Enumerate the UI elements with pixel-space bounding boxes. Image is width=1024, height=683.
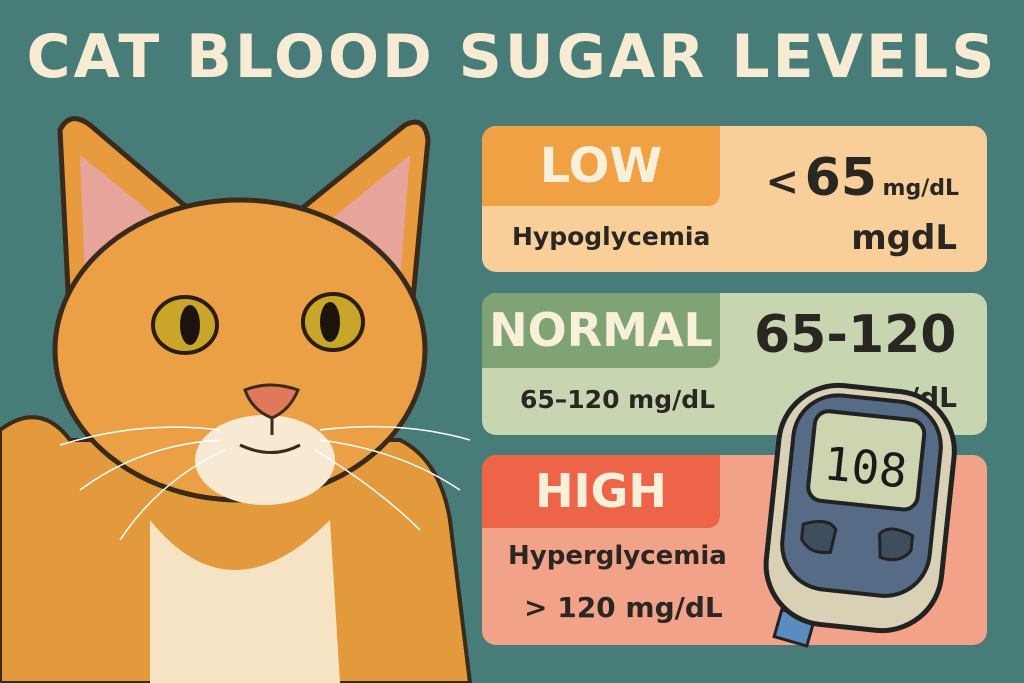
high-condition: Hyperglycemia bbox=[508, 541, 727, 571]
cat-whiskers bbox=[59, 425, 471, 541]
low-condition: Hypoglycemia bbox=[512, 222, 711, 251]
page-title: CAT BLOOD SUGAR LEVELS bbox=[26, 22, 998, 92]
low-extra-unit: mgdL bbox=[851, 218, 957, 258]
meter-left-button bbox=[800, 519, 838, 555]
low-panel: LOW Hypoglycemia < 65 mg/dL mgdL bbox=[482, 126, 987, 272]
low-label: LOW bbox=[482, 126, 720, 206]
low-value-op: < bbox=[765, 159, 799, 205]
low-value-unit: mg/dL bbox=[882, 176, 959, 201]
cat-illustration bbox=[0, 116, 473, 683]
cat-eyes bbox=[151, 292, 365, 355]
low-value: < 65 mg/dL bbox=[765, 148, 959, 208]
normal-range-big: 65-120 bbox=[754, 305, 957, 365]
meter-reading: 108 bbox=[821, 436, 909, 498]
low-value-num: 65 bbox=[804, 148, 877, 208]
normal-label: NORMAL bbox=[482, 293, 720, 368]
normal-range-text: 65–120 mg/dL bbox=[520, 385, 716, 414]
high-range-text: > 120 mg/dL bbox=[524, 591, 723, 624]
meter-right-button bbox=[878, 527, 915, 562]
high-label: HIGH bbox=[482, 455, 720, 528]
glucose-meter-illustration: 108 bbox=[763, 382, 957, 648]
